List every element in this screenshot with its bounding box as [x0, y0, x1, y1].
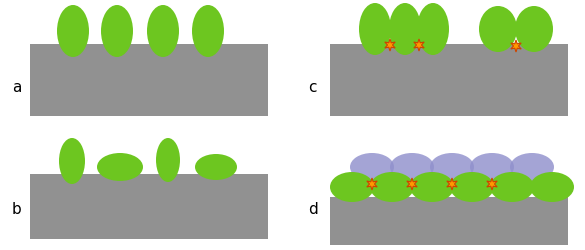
Ellipse shape: [147, 6, 179, 58]
Ellipse shape: [370, 172, 414, 202]
Text: c: c: [308, 80, 316, 95]
Ellipse shape: [515, 7, 553, 53]
Polygon shape: [385, 40, 395, 52]
Bar: [330, 45, 568, 117]
Polygon shape: [511, 41, 521, 53]
Text: d: d: [308, 202, 318, 217]
Ellipse shape: [195, 154, 237, 180]
Ellipse shape: [101, 6, 133, 58]
Polygon shape: [414, 40, 424, 52]
Polygon shape: [487, 178, 497, 190]
Ellipse shape: [417, 4, 449, 56]
Ellipse shape: [156, 138, 180, 182]
Ellipse shape: [350, 154, 394, 181]
Ellipse shape: [59, 138, 85, 184]
Ellipse shape: [479, 7, 517, 53]
Ellipse shape: [359, 4, 391, 56]
Ellipse shape: [430, 154, 474, 181]
Ellipse shape: [97, 154, 143, 181]
Ellipse shape: [390, 154, 434, 181]
Bar: [30, 174, 268, 239]
Ellipse shape: [389, 4, 421, 56]
Bar: [330, 197, 568, 245]
Text: a: a: [12, 80, 22, 95]
Ellipse shape: [490, 172, 534, 202]
Polygon shape: [407, 178, 417, 190]
Ellipse shape: [330, 172, 374, 202]
Text: b: b: [12, 202, 22, 217]
Polygon shape: [367, 178, 377, 190]
Ellipse shape: [450, 172, 494, 202]
Polygon shape: [447, 178, 457, 190]
Ellipse shape: [510, 154, 554, 181]
Ellipse shape: [192, 6, 224, 58]
Ellipse shape: [410, 172, 454, 202]
Bar: [30, 45, 268, 117]
Ellipse shape: [530, 172, 574, 202]
Ellipse shape: [470, 154, 514, 181]
Ellipse shape: [57, 6, 89, 58]
